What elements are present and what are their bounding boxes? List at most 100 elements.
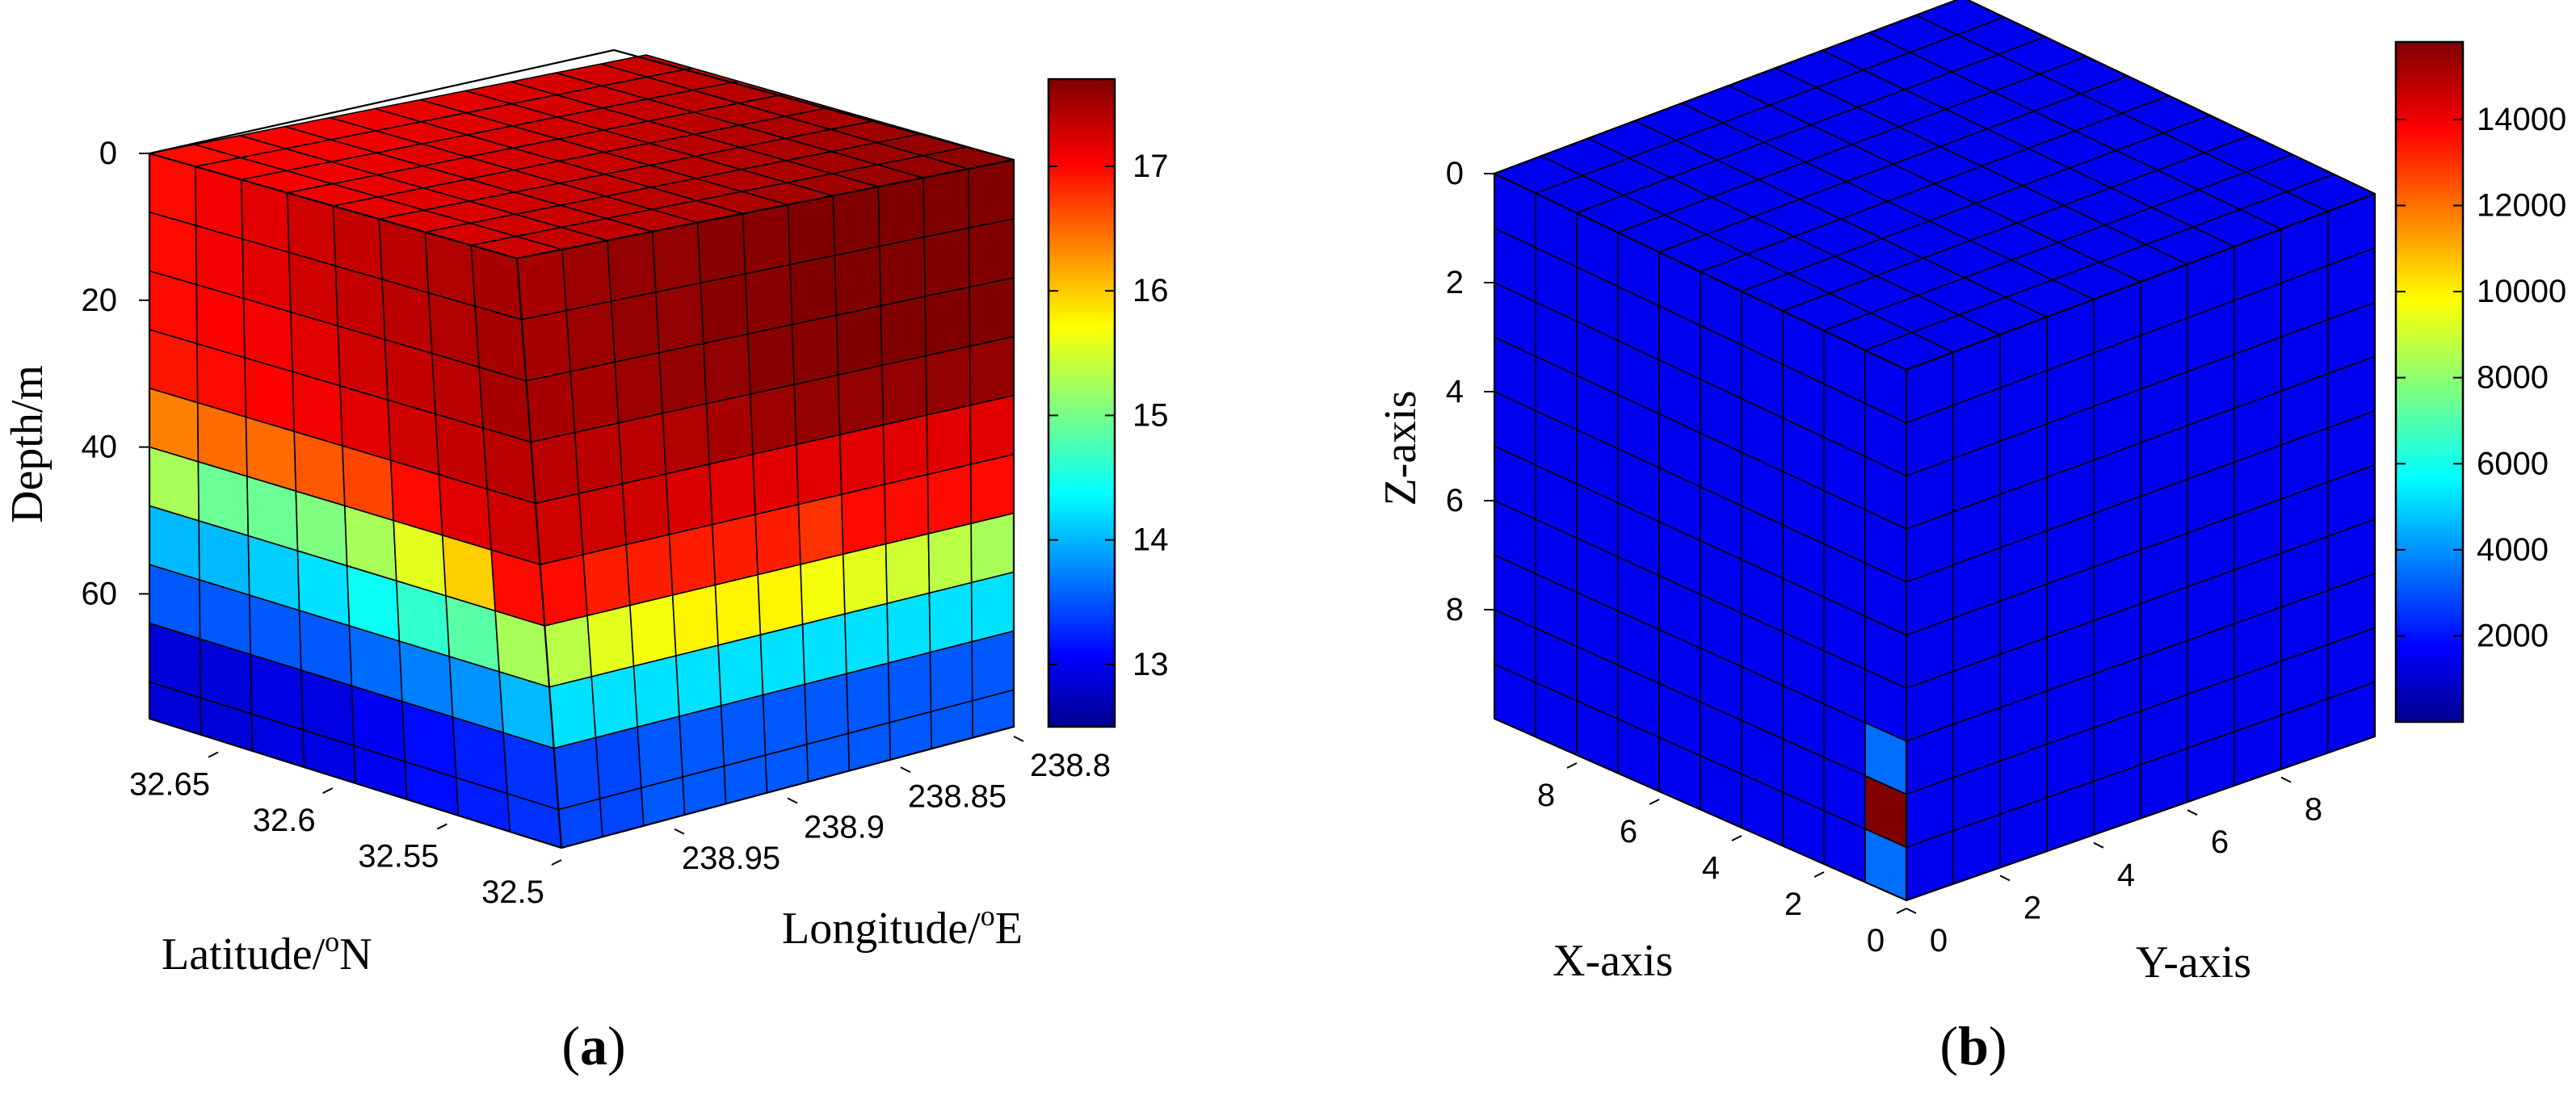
lon-cell bbox=[544, 615, 593, 688]
panel-b-paren-open: ( bbox=[1939, 1015, 1958, 1076]
lon-cell bbox=[789, 254, 838, 325]
z-tick-label: 0 bbox=[1446, 156, 1464, 191]
lon-cell bbox=[969, 394, 1015, 465]
lon-cell bbox=[841, 484, 887, 556]
x-tick-mark bbox=[1566, 762, 1578, 769]
lon-cell bbox=[969, 453, 1015, 525]
lon-cell bbox=[877, 177, 925, 247]
colorbar-a-gradient bbox=[1048, 79, 1115, 727]
lon-cell bbox=[610, 291, 660, 363]
x-tick-label: 2 bbox=[1784, 887, 1802, 922]
lon-cell bbox=[516, 249, 567, 321]
lon-cell bbox=[754, 503, 801, 576]
colorbar-a-tick-label: 17 bbox=[1133, 149, 1169, 184]
lon-cell bbox=[832, 186, 880, 257]
colorbar-b-gradient bbox=[2396, 42, 2463, 722]
panel-b-letter: b bbox=[1958, 1015, 1989, 1076]
longitude-tick-mark bbox=[1013, 736, 1024, 742]
lon-cell bbox=[834, 245, 882, 317]
lon-cell bbox=[927, 522, 973, 594]
lon-cell bbox=[927, 464, 972, 535]
lon-cell bbox=[535, 493, 584, 566]
lon-cell bbox=[762, 683, 808, 757]
lon-cell bbox=[925, 345, 971, 416]
lon-cell bbox=[617, 413, 667, 484]
longitude-axis-label-main: Longitude/ bbox=[782, 904, 981, 954]
latitude-tick-mark bbox=[436, 823, 448, 830]
panel-a-paren-close: ) bbox=[607, 1015, 626, 1076]
lon-cell bbox=[703, 333, 751, 405]
lon-cell bbox=[548, 676, 597, 749]
latitude-axis-label: Latitude/oN bbox=[162, 925, 372, 979]
longitude-tick-label: 238.95 bbox=[682, 841, 780, 876]
latitude-face bbox=[149, 153, 562, 849]
longitude-axis-label-tail: E bbox=[995, 904, 1023, 954]
lon-cell bbox=[717, 634, 764, 707]
latitude-tick-label: 32.5 bbox=[481, 875, 544, 910]
lon-cell bbox=[742, 203, 791, 275]
lon-cell bbox=[565, 300, 616, 372]
lon-cell bbox=[595, 726, 642, 799]
lon-cell bbox=[696, 212, 746, 284]
lon-cell bbox=[651, 221, 702, 293]
lon-cell bbox=[632, 655, 680, 728]
lon-cell bbox=[586, 604, 635, 677]
lon-cell bbox=[884, 473, 930, 545]
latitude-tick-mark bbox=[322, 787, 334, 795]
lon-cell bbox=[530, 431, 580, 505]
longitude-tick-label: 238.85 bbox=[908, 778, 1006, 814]
z-axis-label: Z-axis bbox=[1376, 390, 1426, 505]
y-tick-label: 4 bbox=[2117, 858, 2135, 893]
lon-cell bbox=[793, 374, 841, 446]
lon-cell bbox=[880, 296, 927, 367]
lon-cell bbox=[924, 286, 971, 357]
colorbar-a: 13 14 15 16 17 bbox=[1047, 78, 1169, 728]
lon-cell bbox=[971, 630, 1015, 702]
lon-cell bbox=[750, 384, 797, 455]
lon-cell bbox=[711, 514, 759, 586]
colorbar-a-ticks: 13 14 15 16 17 bbox=[1048, 149, 1169, 682]
colorbar-a-tick-label: 15 bbox=[1133, 397, 1169, 433]
lon-cell bbox=[879, 236, 927, 307]
colorbar-b-tick-label: 4000 bbox=[2477, 532, 2549, 568]
lon-cell bbox=[885, 533, 931, 605]
lon-cell bbox=[606, 230, 657, 302]
lon-cell bbox=[665, 463, 713, 535]
z-tick-label: 2 bbox=[1446, 265, 1464, 300]
lon-cell bbox=[926, 405, 972, 476]
lon-cell bbox=[838, 424, 885, 496]
colorbar-b-tick-label: 2000 bbox=[2477, 618, 2549, 653]
depth-axis-label: Depth/m bbox=[2, 365, 53, 523]
latitude-tick-label: 32.55 bbox=[358, 839, 439, 875]
latitude-axis-label-main: Latitude/ bbox=[162, 929, 326, 979]
lon-cell bbox=[525, 371, 576, 443]
longitude-tick-mark bbox=[674, 828, 685, 835]
colorbar-b-frame bbox=[2394, 40, 2465, 724]
y-face bbox=[1906, 193, 2376, 901]
colorbar-b-tick-label: 8000 bbox=[2477, 360, 2549, 396]
lon-cell bbox=[629, 594, 677, 667]
x-tick-label: 6 bbox=[1620, 814, 1637, 849]
lon-cell bbox=[801, 613, 847, 686]
top-face bbox=[149, 54, 1015, 259]
lon-cell bbox=[655, 282, 704, 354]
lon-cell bbox=[700, 273, 749, 345]
lon-cell bbox=[674, 644, 722, 717]
depth-tick-label: 0 bbox=[99, 136, 117, 171]
y-tick-label: 2 bbox=[2023, 890, 2041, 925]
lon-cell bbox=[539, 553, 588, 627]
lon-cell bbox=[970, 512, 1015, 584]
lon-cell bbox=[621, 473, 670, 546]
lon-cell bbox=[520, 309, 572, 382]
depth-tick-label: 60 bbox=[82, 576, 118, 611]
y-tick-mark bbox=[2280, 776, 2292, 783]
colorbar-b-tick-label: 6000 bbox=[2477, 446, 2549, 481]
lon-cell bbox=[614, 351, 664, 424]
lon-cell bbox=[708, 453, 756, 526]
longitude-tick-mark bbox=[787, 797, 798, 804]
colorbar-a-tick-label: 14 bbox=[1133, 522, 1169, 558]
lon-cell bbox=[787, 195, 836, 266]
y-tick-mark bbox=[1999, 875, 2011, 882]
lon-cell bbox=[968, 159, 1015, 229]
